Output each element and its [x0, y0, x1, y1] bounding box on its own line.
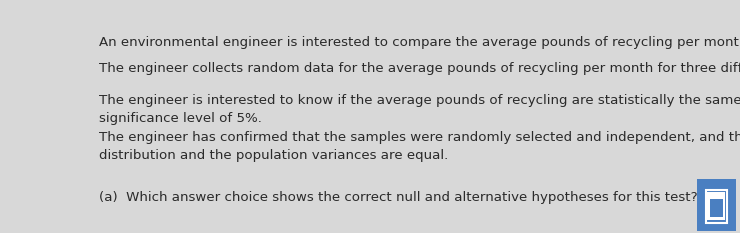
- FancyBboxPatch shape: [705, 190, 727, 223]
- FancyBboxPatch shape: [710, 199, 723, 217]
- Text: The engineer has confirmed that the samples were randomly selected and independe: The engineer has confirmed that the samp…: [99, 131, 740, 162]
- Text: (a)  Which answer choice shows the correct null and alternative hypotheses for t: (a) Which answer choice shows the correc…: [99, 191, 698, 204]
- FancyBboxPatch shape: [707, 192, 725, 220]
- FancyBboxPatch shape: [695, 177, 738, 233]
- Text: The engineer collects random data for the average pounds of recycling per month : The engineer collects random data for th…: [99, 62, 740, 75]
- Text: The engineer is interested to know if the average pounds of recycling are statis: The engineer is interested to know if th…: [99, 94, 740, 125]
- Text: An environmental engineer is interested to compare the average pounds of recycli: An environmental engineer is interested …: [99, 36, 740, 49]
